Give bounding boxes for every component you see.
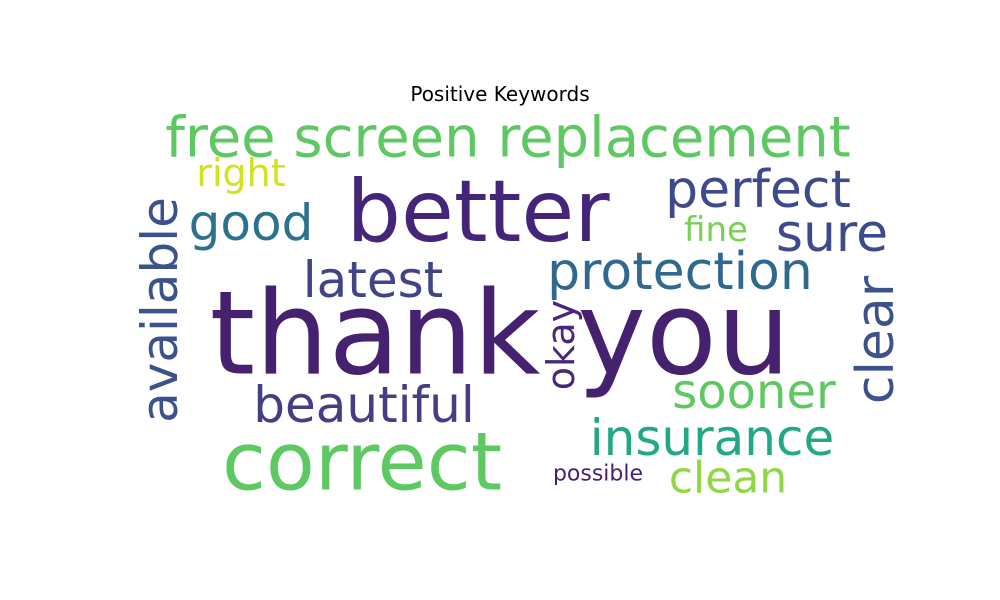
word-correct: correct (222, 416, 502, 509)
word-latest: latest (303, 251, 444, 309)
word-free-screen-replacement: free screen replacement (165, 106, 851, 171)
word-thank-you: thank you (210, 267, 791, 402)
word-okay: okay (539, 300, 583, 390)
word-beautiful: beautiful (253, 376, 475, 434)
word-protection: protection (547, 242, 813, 302)
word-right: right (196, 151, 285, 195)
word-insurance: insurance (590, 409, 834, 467)
word-good: good (189, 194, 314, 252)
word-possible: possible (553, 462, 643, 487)
word-better: better (346, 162, 610, 262)
word-clean: clean (669, 453, 787, 504)
word-sure: sure (776, 204, 888, 264)
word-fine: fine (684, 210, 748, 250)
chart-title: Positive Keywords (410, 82, 590, 106)
word-sooner: sooner (672, 364, 836, 420)
word-clear: clear (846, 275, 906, 404)
word-perfect: perfect (665, 160, 851, 220)
word-available: available (131, 197, 189, 423)
